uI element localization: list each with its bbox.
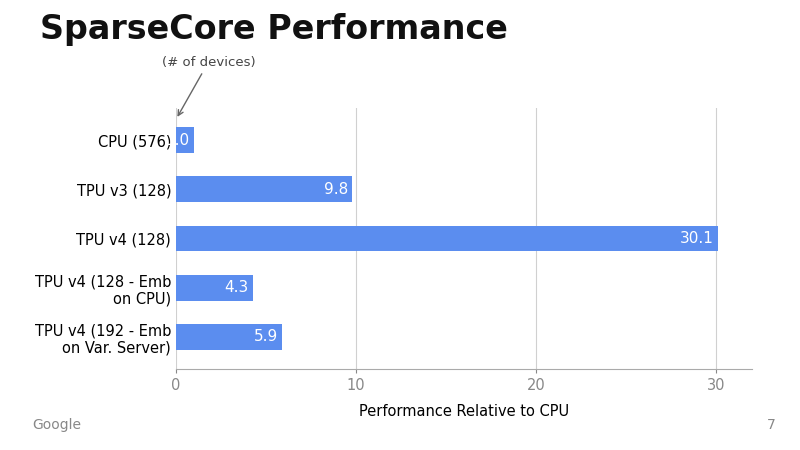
X-axis label: Performance Relative to CPU: Performance Relative to CPU (359, 404, 569, 419)
Text: 4.3: 4.3 (225, 280, 249, 295)
Text: 9.8: 9.8 (324, 182, 348, 197)
Text: 1.0: 1.0 (166, 132, 190, 148)
Bar (176, 275, 254, 301)
Text: Google: Google (32, 418, 81, 432)
Text: (# of devices): (# of devices) (162, 56, 255, 116)
Bar (176, 324, 282, 350)
Text: SparseCore Performance: SparseCore Performance (40, 14, 508, 46)
Bar (176, 176, 352, 202)
Text: 7: 7 (767, 418, 776, 432)
Text: 5.9: 5.9 (254, 329, 278, 345)
Bar (176, 226, 718, 251)
Bar (176, 127, 194, 153)
Text: 30.1: 30.1 (679, 231, 714, 246)
